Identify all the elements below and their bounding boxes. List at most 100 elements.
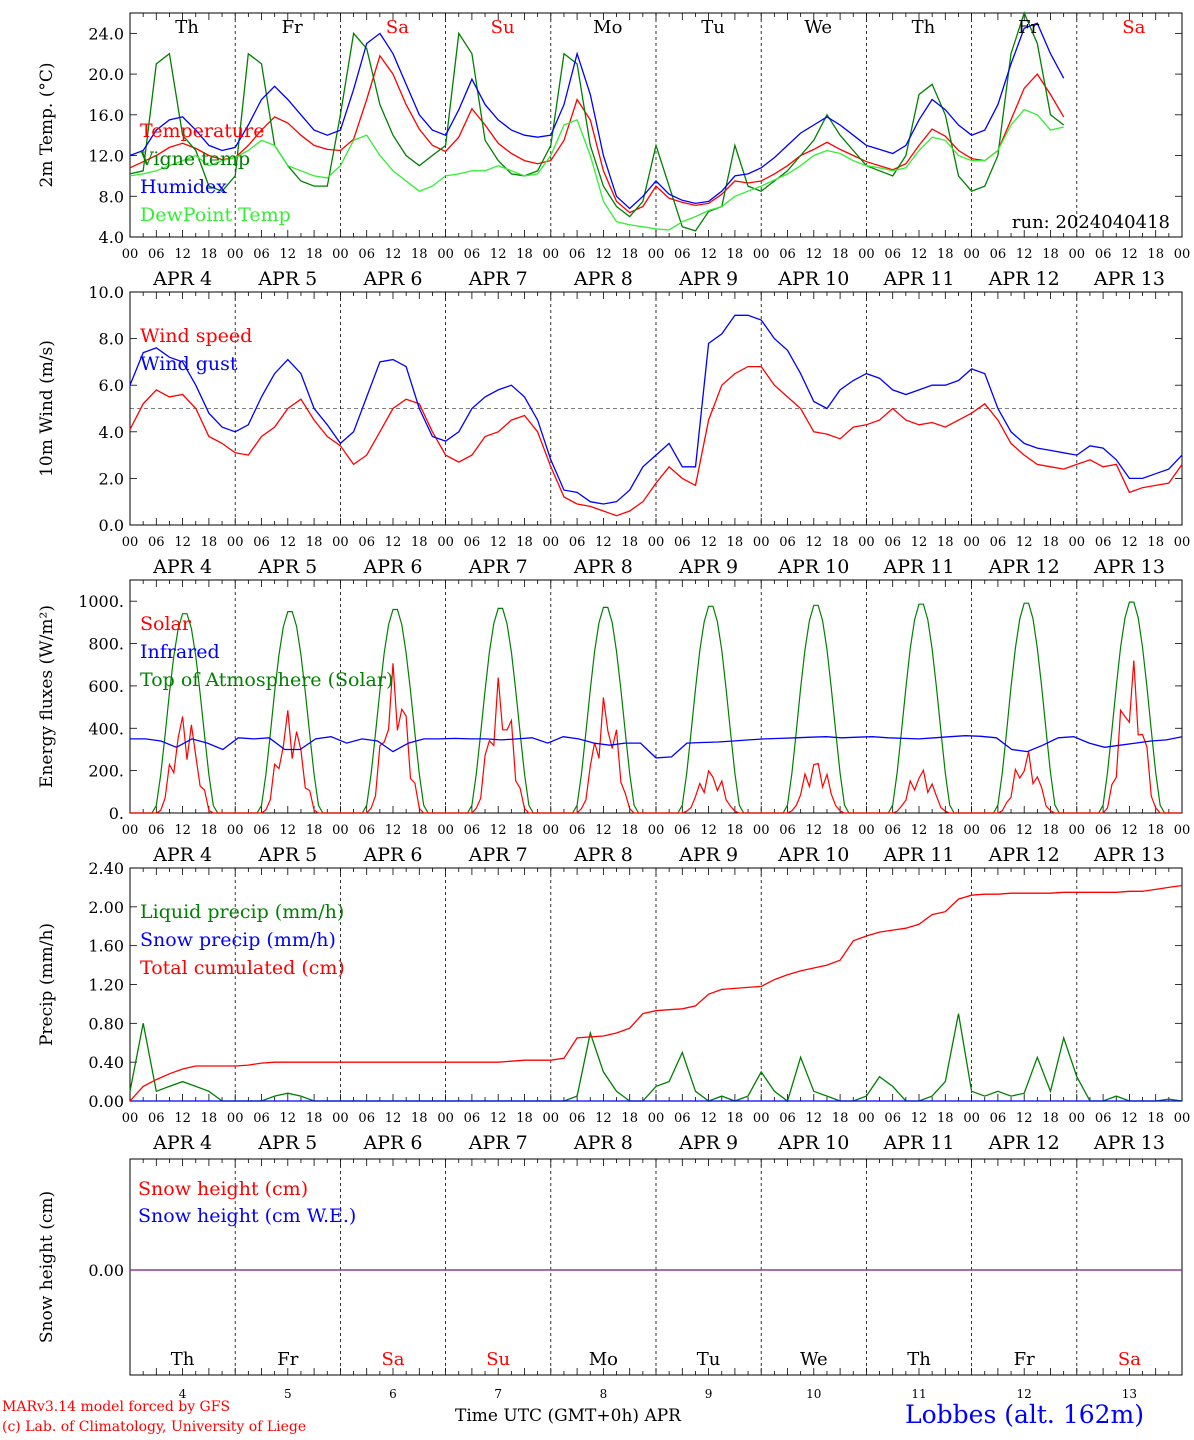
hour-tick-label: 18 (1147, 535, 1164, 550)
y-tick-label: 600. (88, 677, 124, 696)
date-label: APR 7 (468, 844, 528, 866)
hour-tick-label: 12 (490, 535, 507, 550)
y-tick-label: 0.00 (88, 1092, 124, 1111)
hour-tick-label: 18 (516, 247, 533, 262)
date-label: APR 5 (257, 1132, 317, 1154)
y-axis-label: Snow height (cm) (37, 1191, 57, 1343)
y-tick-label: 8.0 (99, 330, 124, 349)
hour-tick-label: 18 (727, 247, 744, 262)
hour-tick-label: 18 (201, 1111, 218, 1126)
date-label: APR 8 (573, 1132, 633, 1154)
date-label: APR 7 (468, 556, 528, 578)
date-label: APR 6 (363, 268, 423, 290)
date-label: APR 11 (882, 844, 954, 866)
date-label: APR 11 (882, 268, 954, 290)
hour-tick-label: 00 (753, 535, 770, 550)
day-name: Fr (1014, 1349, 1035, 1370)
hour-tick-label: 12 (280, 247, 297, 262)
y-axis-label: Energy fluxes (W/m²) (37, 605, 57, 788)
series-wind-gust-line (129, 314, 1183, 505)
date-label: APR 6 (363, 556, 423, 578)
hour-tick-label: 06 (1095, 823, 1112, 838)
y-tick-label: 20.0 (88, 65, 124, 84)
hour-tick-label: 18 (411, 823, 428, 838)
legend-entry: Vigne temp (139, 148, 250, 170)
hour-tick-label: 06 (1095, 247, 1112, 262)
hour-tick-label: 18 (621, 247, 638, 262)
hour-tick-label: 06 (253, 1111, 270, 1126)
hour-tick-label: 00 (122, 535, 139, 550)
legend-entry: Top of Atmosphere (Solar) (140, 669, 393, 691)
hour-tick-label: 00 (963, 1111, 980, 1126)
hour-tick-label: 18 (306, 1111, 323, 1126)
date-number: 5 (284, 1387, 292, 1401)
date-label: APR 4 (152, 1132, 212, 1154)
hour-tick-label: 00 (858, 1111, 875, 1126)
date-label: APR 8 (573, 556, 633, 578)
hour-tick-label: 00 (963, 823, 980, 838)
hour-tick-label: 00 (543, 535, 560, 550)
hour-tick-label: 12 (1016, 823, 1033, 838)
day-name: Fr (282, 17, 303, 38)
date-label: APR 4 (152, 556, 212, 578)
day-name: We (804, 17, 832, 38)
hour-tick-label: 12 (595, 1111, 612, 1126)
legend-entry: Temperature (140, 120, 264, 142)
hour-tick-label: 06 (990, 823, 1007, 838)
hour-tick-label: 12 (911, 823, 928, 838)
date-label: APR 12 (988, 1132, 1060, 1154)
hour-tick-label: 12 (595, 823, 612, 838)
hour-tick-label: 00 (648, 247, 665, 262)
hour-tick-label: 00 (648, 1111, 665, 1126)
hour-tick-label: 12 (1121, 247, 1138, 262)
y-axis-label: 2m Temp. (°C) (37, 62, 57, 187)
hour-tick-label: 06 (464, 247, 481, 262)
hour-tick-label: 06 (464, 535, 481, 550)
y-axis-label: 10m Wind (m/s) (37, 340, 57, 477)
hour-tick-label: 06 (358, 247, 375, 262)
hour-tick-label: 06 (674, 247, 691, 262)
hour-tick-label: 18 (832, 247, 849, 262)
date-label: APR 10 (777, 268, 849, 290)
y-tick-label: 2.00 (88, 898, 124, 917)
date-label: APR 13 (1093, 1132, 1165, 1154)
series-humidex-line (129, 22, 1065, 210)
hour-tick-label: 12 (595, 535, 612, 550)
hour-tick-label: 06 (358, 535, 375, 550)
hour-tick-label: 12 (1121, 823, 1138, 838)
legend-entry: Snow height (cm) (138, 1178, 308, 1200)
hour-tick-label: 18 (1147, 247, 1164, 262)
y-tick-label: 0.00 (88, 1261, 124, 1280)
date-label: APR 4 (152, 844, 212, 866)
date-label: APR 13 (1093, 268, 1165, 290)
y-tick-label: 0.40 (88, 1053, 124, 1072)
x-axis-title: Time UTC (GMT+0h) APR (455, 1406, 681, 1426)
hour-tick-label: 12 (1016, 1111, 1033, 1126)
date-label: APR 11 (882, 1132, 954, 1154)
hour-tick-label: 06 (674, 823, 691, 838)
y-tick-label: 2.0 (99, 469, 124, 488)
panel-3: 0. 200. 400. 600. 800. 1000. Energy fluxes (W/… (37, 579, 1190, 866)
hour-tick-label: 00 (227, 535, 244, 550)
legend-entry: Infrared (140, 641, 220, 663)
hour-tick-label: 12 (174, 535, 191, 550)
hour-tick-label: 00 (227, 1111, 244, 1126)
day-name: Sa (1122, 17, 1145, 38)
hour-tick-label: 00 (858, 247, 875, 262)
legend-entry: Liquid precip (mm/h) (140, 901, 344, 923)
hour-tick-label: 12 (174, 1111, 191, 1126)
date-number: 12 (1017, 1387, 1032, 1401)
hour-tick-label: 00 (963, 535, 980, 550)
y-tick-label: 1.60 (88, 937, 124, 956)
hour-tick-label: 00 (122, 823, 139, 838)
legend-entry: Wind speed (140, 325, 252, 347)
y-tick-label: 0. (109, 804, 124, 823)
legend-entry: Total cumulated (cm) (140, 957, 345, 979)
hour-tick-label: 18 (1147, 823, 1164, 838)
hour-tick-label: 12 (911, 1111, 928, 1126)
hour-tick-label: 06 (779, 247, 796, 262)
hour-tick-label: 06 (990, 247, 1007, 262)
hour-tick-label: 06 (464, 823, 481, 838)
hour-tick-label: 00 (858, 823, 875, 838)
hour-tick-label: 06 (884, 823, 901, 838)
